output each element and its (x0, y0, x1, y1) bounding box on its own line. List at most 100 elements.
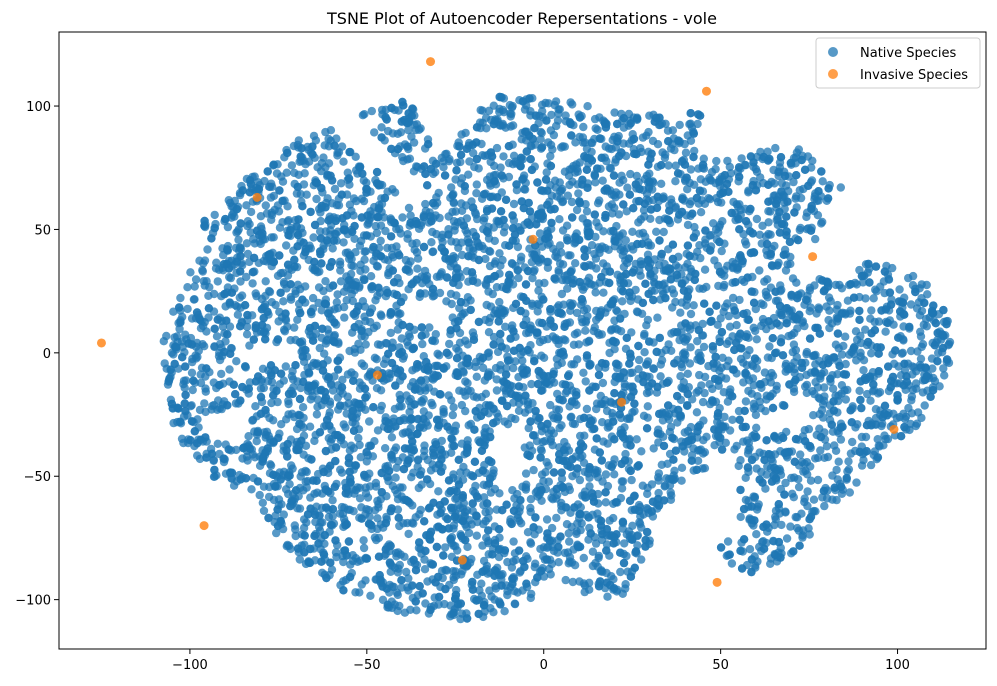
native-species-point (725, 337, 733, 345)
native-species-point (277, 269, 285, 277)
native-species-point (687, 310, 695, 318)
native-species-point (454, 244, 462, 252)
native-species-point (483, 301, 491, 309)
native-species-point (537, 497, 545, 505)
native-species-point (671, 298, 679, 306)
native-species-point (278, 218, 286, 226)
native-species-point (393, 607, 401, 615)
native-species-point (804, 524, 812, 532)
native-species-point (602, 498, 610, 506)
native-species-point (265, 493, 273, 501)
native-species-point (359, 536, 367, 544)
native-species-point (736, 456, 744, 464)
native-species-point (743, 351, 751, 359)
native-species-point (213, 332, 221, 340)
native-species-point (183, 283, 191, 291)
native-species-point (699, 398, 707, 406)
native-species-point (595, 331, 603, 339)
native-species-point (376, 341, 384, 349)
native-species-point (762, 291, 770, 299)
native-species-point (485, 328, 493, 336)
native-species-point (728, 416, 736, 424)
native-species-point (404, 530, 412, 538)
native-species-point (858, 433, 866, 441)
native-species-point (464, 293, 472, 301)
native-species-point (783, 534, 791, 542)
native-species-point (773, 382, 781, 390)
native-species-point (283, 323, 291, 331)
native-species-point (511, 600, 519, 608)
native-species-point (758, 222, 766, 230)
native-species-point (371, 296, 379, 304)
native-species-point (552, 336, 560, 344)
native-species-point (354, 434, 362, 442)
native-species-point (623, 415, 631, 423)
native-species-point (478, 393, 486, 401)
native-species-point (260, 384, 268, 392)
native-species-point (445, 212, 453, 220)
native-species-point (595, 552, 603, 560)
native-species-point (801, 426, 809, 434)
native-species-point (561, 549, 569, 557)
native-species-point (271, 301, 279, 309)
native-species-point (428, 228, 436, 236)
native-species-point (571, 168, 579, 176)
native-species-point (560, 335, 568, 343)
native-species-point (844, 457, 852, 465)
native-species-point (313, 410, 321, 418)
native-species-point (620, 247, 628, 255)
native-species-point (200, 277, 208, 285)
native-species-point (463, 229, 471, 237)
native-species-point (749, 492, 757, 500)
native-species-point (608, 200, 616, 208)
native-species-point (636, 272, 644, 280)
native-species-point (266, 288, 274, 296)
native-species-point (388, 433, 396, 441)
native-species-point (806, 286, 814, 294)
native-species-point (582, 377, 590, 385)
native-species-point (803, 502, 811, 510)
native-species-point (633, 435, 641, 443)
native-species-point (589, 562, 597, 570)
native-species-point (191, 282, 199, 290)
native-species-point (606, 516, 614, 524)
native-species-point (420, 447, 428, 455)
native-species-point (916, 328, 924, 336)
native-species-point (660, 228, 668, 236)
native-species-point (650, 444, 658, 452)
native-species-point (626, 170, 634, 178)
native-species-point (832, 466, 840, 474)
native-species-point (210, 343, 218, 351)
native-species-point (724, 537, 732, 545)
native-species-point (790, 329, 798, 337)
native-species-point (413, 248, 421, 256)
native-species-point (508, 563, 516, 571)
native-species-point (392, 464, 400, 472)
native-species-point (904, 404, 912, 412)
native-species-point (505, 173, 513, 181)
native-species-point (266, 460, 274, 468)
native-species-point (232, 446, 240, 454)
native-species-point (232, 357, 240, 365)
native-species-point (653, 314, 661, 322)
native-species-point (778, 179, 786, 187)
native-species-point (475, 164, 483, 172)
native-species-point (277, 420, 285, 428)
native-species-point (577, 526, 585, 534)
native-species-point (373, 514, 381, 522)
native-species-point (676, 372, 684, 380)
native-species-point (618, 297, 626, 305)
native-species-point (315, 283, 323, 291)
native-species-point (387, 453, 395, 461)
native-species-point (433, 350, 441, 358)
native-species-point (282, 241, 290, 249)
native-species-point (867, 461, 875, 469)
native-species-point (699, 449, 707, 457)
native-species-point (803, 487, 811, 495)
native-species-point (325, 159, 333, 167)
native-species-point (377, 237, 385, 245)
native-species-point (751, 327, 759, 335)
native-species-point (677, 383, 685, 391)
native-species-point (284, 400, 292, 408)
